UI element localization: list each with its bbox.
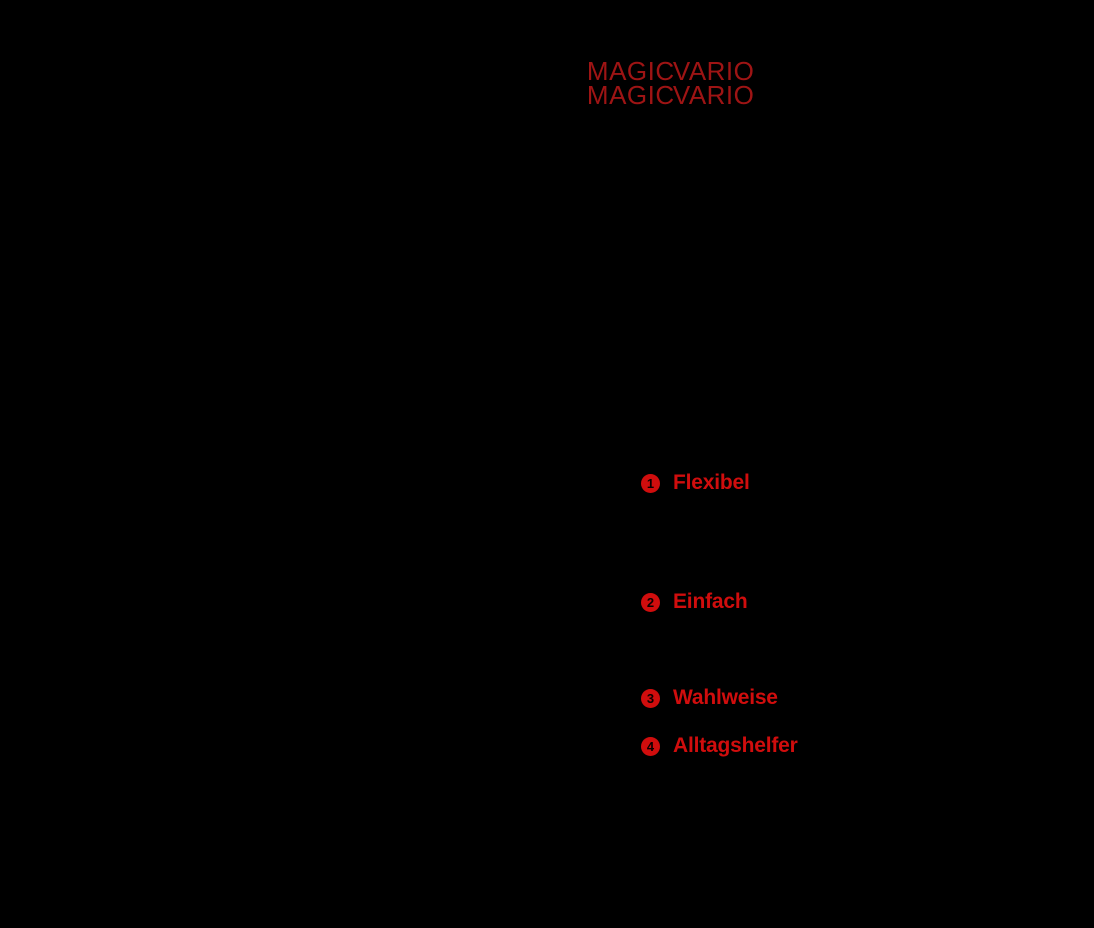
product-title-line-1: MAGICVARIO [556,32,754,84]
feature-label-alltagshelfer: Alltagshelfer [673,734,798,757]
list-item: 4 Alltagshelfer [641,733,798,759]
product-title-block: MAGICVARIO MAGICVARIO [556,32,754,108]
numbered-circle-icon: 1 [641,473,660,493]
feature-label-flexibel: Flexibel [673,471,750,494]
product-model-2: VARIO [672,80,755,110]
product-title-line-2: MAGICVARIO [556,56,754,108]
badge-number: 2 [646,594,655,610]
list-item: 2 Einfach [641,589,748,615]
product-brand-2: MAGIC [586,80,675,110]
badge-number: 1 [646,475,655,491]
feature-label-wahlweise: Wahlweise [673,686,778,709]
numbered-circle-icon: 4 [641,736,660,756]
badge-number: 3 [646,690,655,706]
badge-number: 4 [646,738,655,754]
feature-label-einfach: Einfach [673,590,748,613]
list-item: 3 Wahlweise [641,685,778,711]
numbered-circle-icon: 3 [641,688,660,708]
numbered-circle-icon: 2 [641,592,660,612]
product-brand-1: MAGIC [586,56,675,86]
product-model-1: VARIO [672,56,755,86]
list-item: 1 Flexibel [641,470,750,496]
